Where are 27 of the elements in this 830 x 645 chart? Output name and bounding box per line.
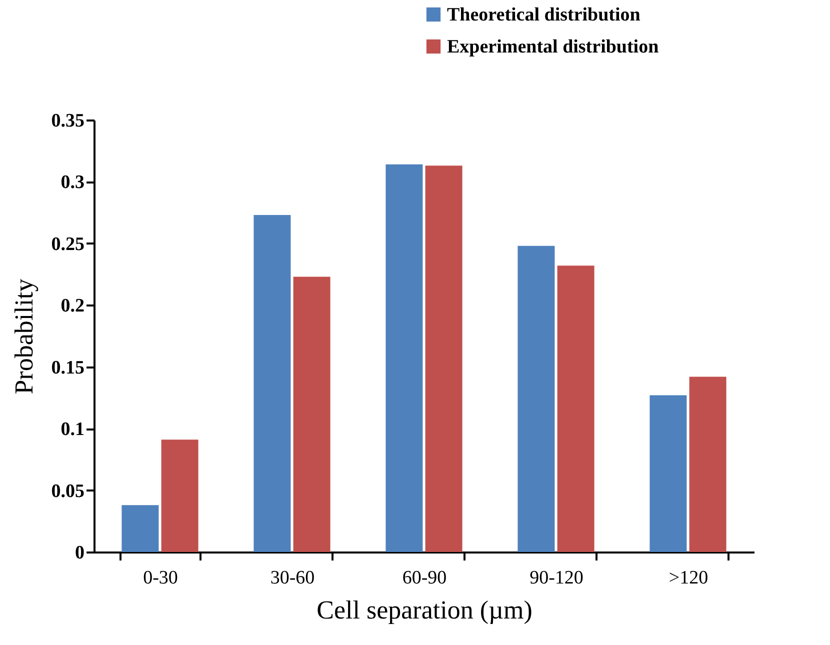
y-tick-label: 0.05 xyxy=(51,480,84,502)
bar xyxy=(689,376,726,552)
bar xyxy=(122,505,159,552)
bar xyxy=(650,395,687,552)
x-tick-label: >120 xyxy=(668,568,708,588)
bar xyxy=(386,164,423,552)
bar xyxy=(518,246,555,552)
x-tick-label: 30-60 xyxy=(270,568,315,588)
y-axis-title: Probability xyxy=(9,278,38,394)
bar xyxy=(557,266,594,552)
bar xyxy=(425,166,462,552)
bar xyxy=(254,215,291,552)
y-tick-label: 0.1 xyxy=(60,419,84,440)
x-tick-label: 90-120 xyxy=(530,568,584,588)
bar xyxy=(293,276,330,552)
y-tick-label: 0.3 xyxy=(60,172,84,194)
y-tick-label: 0.25 xyxy=(51,234,84,255)
x-axis-title: Cell separation (µm) xyxy=(316,596,532,624)
legend-label: Theoretical distribution xyxy=(447,4,641,26)
y-tick-label: 0 xyxy=(75,542,84,564)
x-tick-label: 60-90 xyxy=(402,568,447,588)
y-tick-label: 0.35 xyxy=(51,110,84,132)
bar xyxy=(161,440,198,552)
y-tick-label: 0.15 xyxy=(51,357,84,378)
x-tick-label: 0-30 xyxy=(143,568,178,588)
y-tick-label: 0.2 xyxy=(60,296,84,317)
legend-label: Experimental distribution xyxy=(447,36,660,58)
